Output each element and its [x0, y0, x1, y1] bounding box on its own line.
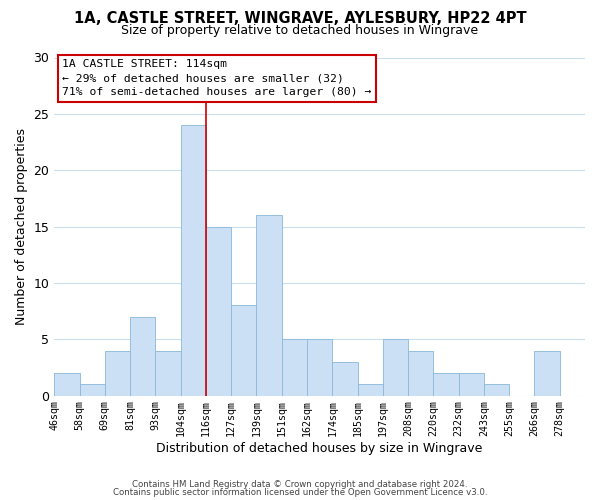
Bar	[433, 373, 458, 396]
Text: Size of property relative to detached houses in Wingrave: Size of property relative to detached ho…	[121, 24, 479, 37]
Bar	[181, 125, 206, 396]
Bar	[256, 216, 282, 396]
Bar	[458, 373, 484, 396]
Bar	[105, 350, 130, 396]
Bar	[408, 350, 433, 396]
Bar	[307, 339, 332, 396]
Bar	[484, 384, 509, 396]
Bar	[383, 339, 408, 396]
Y-axis label: Number of detached properties: Number of detached properties	[15, 128, 28, 325]
Bar	[358, 384, 383, 396]
Text: 1A, CASTLE STREET, WINGRAVE, AYLESBURY, HP22 4PT: 1A, CASTLE STREET, WINGRAVE, AYLESBURY, …	[74, 11, 526, 26]
Bar	[535, 350, 560, 396]
Bar	[80, 384, 105, 396]
Bar	[332, 362, 358, 396]
Bar	[206, 226, 231, 396]
Bar	[155, 350, 181, 396]
Text: 1A CASTLE STREET: 114sqm
← 29% of detached houses are smaller (32)
71% of semi-d: 1A CASTLE STREET: 114sqm ← 29% of detach…	[62, 59, 371, 97]
Bar	[231, 306, 256, 396]
Text: Contains public sector information licensed under the Open Government Licence v3: Contains public sector information licen…	[113, 488, 487, 497]
Text: Contains HM Land Registry data © Crown copyright and database right 2024.: Contains HM Land Registry data © Crown c…	[132, 480, 468, 489]
Bar	[54, 373, 80, 396]
Bar	[130, 316, 155, 396]
Bar	[282, 339, 307, 396]
X-axis label: Distribution of detached houses by size in Wingrave: Distribution of detached houses by size …	[157, 442, 483, 455]
